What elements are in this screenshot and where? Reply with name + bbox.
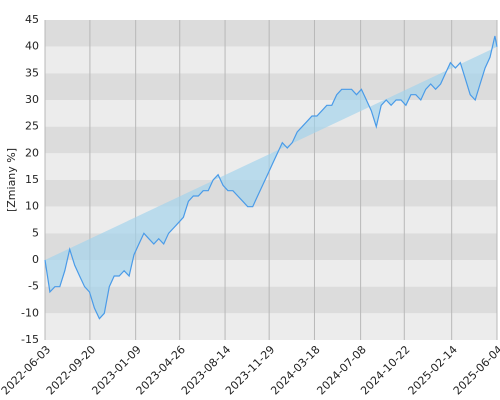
grid-band — [45, 20, 497, 47]
y-tick-label: 15 — [25, 173, 39, 186]
y-tick-label: 20 — [25, 146, 39, 159]
grid-band — [45, 73, 497, 100]
y-tick-label: 45 — [25, 13, 39, 26]
y-tick-label: 40 — [25, 40, 39, 53]
y-tick-label: -5 — [28, 280, 39, 293]
line — [44, 35, 498, 320]
grid-band — [45, 180, 497, 207]
y-tick-label: 10 — [25, 200, 39, 213]
y-tick-label: 35 — [25, 66, 39, 79]
y-tick-label: -10 — [21, 306, 39, 319]
grid-band — [45, 46, 497, 74]
grid-band — [45, 313, 497, 340]
grid-band — [45, 100, 497, 127]
y-tick-label: 25 — [25, 120, 39, 133]
y-tick-label: 30 — [25, 93, 39, 106]
grid-band — [45, 286, 497, 314]
grid-band — [45, 126, 497, 154]
y-axis-label: [Zmiany %] — [5, 148, 18, 212]
y-tick-label: -15 — [21, 333, 39, 346]
y-tick-label: 5 — [32, 226, 39, 239]
y-tick-label: 0 — [32, 253, 39, 266]
